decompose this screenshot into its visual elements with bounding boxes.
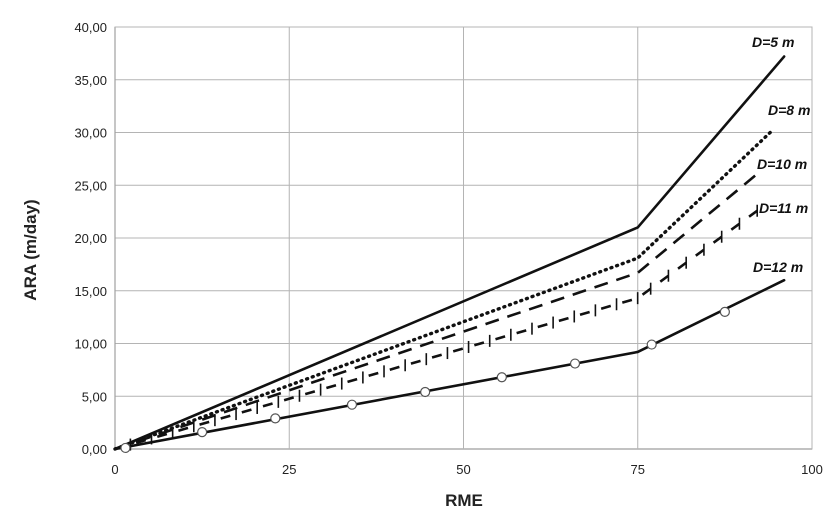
series-circle-marker — [197, 427, 208, 438]
y-tick-label: 20,00 — [74, 231, 107, 246]
grid-lines — [114, 26, 813, 450]
series-label-d-8-m: D=8 m — [768, 102, 810, 118]
series-circle-marker — [569, 358, 581, 369]
x-tick-label: 50 — [456, 462, 470, 477]
y-tick-label: 30,00 — [74, 126, 107, 141]
series-label-d-10-m: D=10 m — [757, 156, 807, 172]
series-circle-marker — [719, 306, 730, 317]
series-label-d-5-m: D=5 m — [752, 34, 794, 50]
x-axis-title: RME — [445, 491, 483, 510]
y-tick-label: 40,00 — [74, 20, 107, 35]
y-tick-label: 5,00 — [82, 389, 107, 404]
y-tick-label: 35,00 — [74, 73, 107, 88]
series-circle-marker — [420, 386, 431, 398]
series-circle-marker — [270, 413, 281, 424]
y-axis-title: ARA (m/day) — [21, 199, 40, 300]
series-lines — [113, 55, 786, 454]
series-line-d-12-m — [113, 278, 786, 451]
series-circle-marker — [646, 339, 657, 350]
y-tick-label: 25,00 — [74, 178, 107, 193]
series-label-d-11-m: D=11 m — [759, 200, 808, 216]
series-line-d-5-m — [113, 55, 786, 451]
series-circle-marker — [346, 399, 358, 410]
y-tick-label: 10,00 — [74, 337, 107, 352]
series-circle-marker — [496, 372, 507, 383]
series-circle-marker — [120, 442, 131, 454]
series-labels: D=5 m D=8 m D=10 m D=11 m D=12 m — [752, 34, 810, 275]
x-tick-label: 25 — [282, 462, 296, 477]
plot-border — [114, 26, 813, 450]
y-tick-label: 0,00 — [82, 442, 107, 457]
y-axis-ticks: 0,00 5,00 10,00 15,00 20,00 25,00 30,00 35,00 40… — [74, 20, 107, 457]
x-tick-label: 75 — [631, 462, 645, 477]
y-tick-label: 15,00 — [74, 284, 107, 299]
series-label-d-12-m: D=12 m — [753, 259, 803, 275]
series-line-d-10-m — [114, 173, 758, 451]
series-line-d-8-m — [113, 130, 772, 451]
x-tick-label: 0 — [111, 462, 118, 477]
x-axis-ticks: 0 25 50 75 100 — [111, 462, 822, 477]
x-tick-label: 100 — [801, 462, 823, 477]
